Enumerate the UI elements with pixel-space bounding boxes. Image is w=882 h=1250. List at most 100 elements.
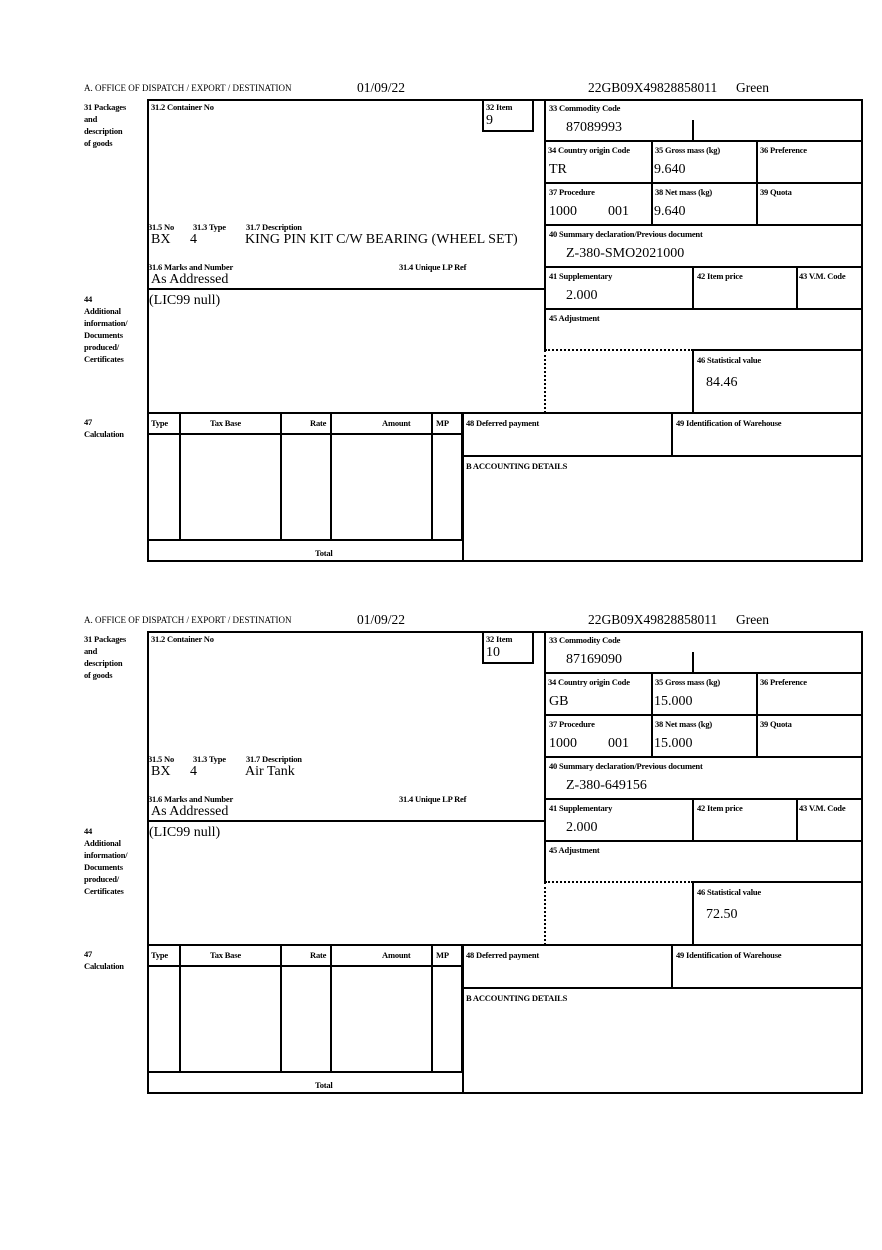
divider (147, 288, 545, 290)
form-frame (147, 631, 863, 1094)
declaration-item-form: A. OFFICE OF DISPATCH / EXPORT / DESTINA… (0, 80, 882, 570)
divider (692, 267, 694, 309)
adjustment-label: 45 Adjustment (549, 845, 600, 855)
marks-label: 31.6 Marks and Number (148, 262, 234, 272)
divider (796, 267, 798, 309)
calc-amount-header: Amount (382, 418, 411, 428)
divider (544, 882, 546, 945)
divider (330, 945, 332, 1072)
container-no-label: 31.2 Container No (151, 634, 214, 644)
packages-type: 4 (190, 764, 197, 779)
gross-mass: 15.000 (654, 694, 693, 709)
commodity-code-label: 33 Commodity Code (549, 635, 621, 645)
commodity-code: 87089993 (566, 120, 622, 135)
calc-total-label: Total (315, 548, 333, 558)
date: 01/09/22 (357, 80, 406, 95)
accounting-details-label: B ACCOUNTING DETAILS (466, 461, 568, 471)
declaration-item-form: A. OFFICE OF DISPATCH / EXPORT / DESTINA… (0, 612, 882, 1102)
divider (147, 944, 863, 946)
divider (545, 349, 693, 351)
packages-no: BX (151, 764, 171, 779)
marks-value: As Addressed (151, 272, 229, 287)
commodity-code-label: 33 Commodity Code (549, 103, 621, 113)
item-number: 9 (486, 113, 493, 128)
divider (462, 945, 464, 1094)
calc-rate-header: Rate (310, 950, 327, 960)
packages-label: 31 Packages and description of goods (84, 634, 126, 680)
divider (545, 840, 862, 842)
divider (692, 882, 694, 945)
date: 01/09/22 (357, 612, 406, 627)
accounting-details-label: B ACCOUNTING DETAILS (466, 993, 568, 1003)
item-label: 32 Item (486, 634, 513, 644)
divider (431, 945, 433, 1072)
calc-mp-header: MP (436, 418, 449, 428)
net-mass: 15.000 (654, 736, 693, 751)
net-mass-label: 38 Net mass (kg) (655, 187, 713, 197)
divider (147, 433, 462, 435)
preference-label: 36 Preference (760, 145, 807, 155)
additional-info-value: (LIC99 null) (149, 293, 221, 308)
country-origin-label: 34 Country origin Code (548, 145, 630, 155)
divider (693, 349, 862, 351)
divider (671, 413, 673, 456)
calc-type-header: Type (151, 950, 168, 960)
packages-no: BX (151, 232, 171, 247)
calc-type-header: Type (151, 418, 168, 428)
statistical-value: 72.50 (706, 907, 738, 922)
net-mass: 9.640 (654, 204, 686, 219)
divider (796, 799, 798, 841)
divider (544, 350, 546, 413)
quota-label: 39 Quota (760, 187, 792, 197)
divider (756, 141, 758, 225)
divider (330, 413, 332, 540)
divider (545, 182, 862, 184)
statistical-value: 84.46 (706, 375, 738, 390)
item-label: 32 Item (486, 102, 513, 112)
statistical-value-label: 46 Statistical value (697, 355, 761, 365)
unique-lp-ref-label: 31.4 Unique LP Ref (399, 794, 467, 804)
additional-info-label: 44 Additional information/ Documents pro… (84, 294, 128, 364)
packages-type: 4 (190, 232, 197, 247)
item-box (482, 631, 534, 664)
office-label: A. OFFICE OF DISPATCH / EXPORT / DESTINA… (84, 83, 292, 93)
no-label: 31.5 No (148, 754, 174, 764)
net-mass-label: 38 Net mass (kg) (655, 719, 713, 729)
divider (693, 881, 862, 883)
commodity-code: 87169090 (566, 652, 622, 667)
declaration-reference: 22GB09X49828858011 (588, 80, 718, 95)
gross-mass: 9.640 (654, 162, 686, 177)
country-origin: GB (549, 694, 569, 709)
country-origin: TR (549, 162, 567, 177)
divider (545, 881, 693, 883)
item-price-label: 42 Item price (697, 271, 743, 281)
calculation-label: 47 Calculation (84, 949, 124, 971)
divider (692, 799, 694, 841)
procedure: 1000 (549, 736, 577, 751)
calc-rate-header: Rate (310, 418, 327, 428)
divider (545, 308, 862, 310)
deferred-payment-label: 48 Deferred payment (466, 950, 539, 960)
office-label: A. OFFICE OF DISPATCH / EXPORT / DESTINA… (84, 615, 292, 625)
supplementary-label: 41 Supplementary (549, 271, 613, 281)
divider (431, 413, 433, 540)
divider (545, 672, 862, 674)
divider (692, 350, 694, 413)
type-label: 31.3 Type (193, 754, 226, 764)
warehouse-id-label: 49 Identification of Warehouse (676, 950, 782, 960)
procedure-label: 37 Procedure (549, 187, 595, 197)
gross-mass-label: 35 Gross mass (kg) (655, 145, 720, 155)
gross-mass-label: 35 Gross mass (kg) (655, 677, 720, 687)
route: Green (736, 612, 769, 627)
statistical-value-label: 46 Statistical value (697, 887, 761, 897)
type-label: 31.3 Type (193, 222, 226, 232)
form-frame (147, 99, 863, 562)
route: Green (736, 80, 769, 95)
additional-info-value: (LIC99 null) (149, 825, 221, 840)
divider (545, 714, 862, 716)
deferred-payment-label: 48 Deferred payment (466, 418, 539, 428)
divider (545, 756, 862, 758)
calc-mp-header: MP (436, 950, 449, 960)
preference-label: 36 Preference (760, 677, 807, 687)
divider (462, 413, 464, 562)
